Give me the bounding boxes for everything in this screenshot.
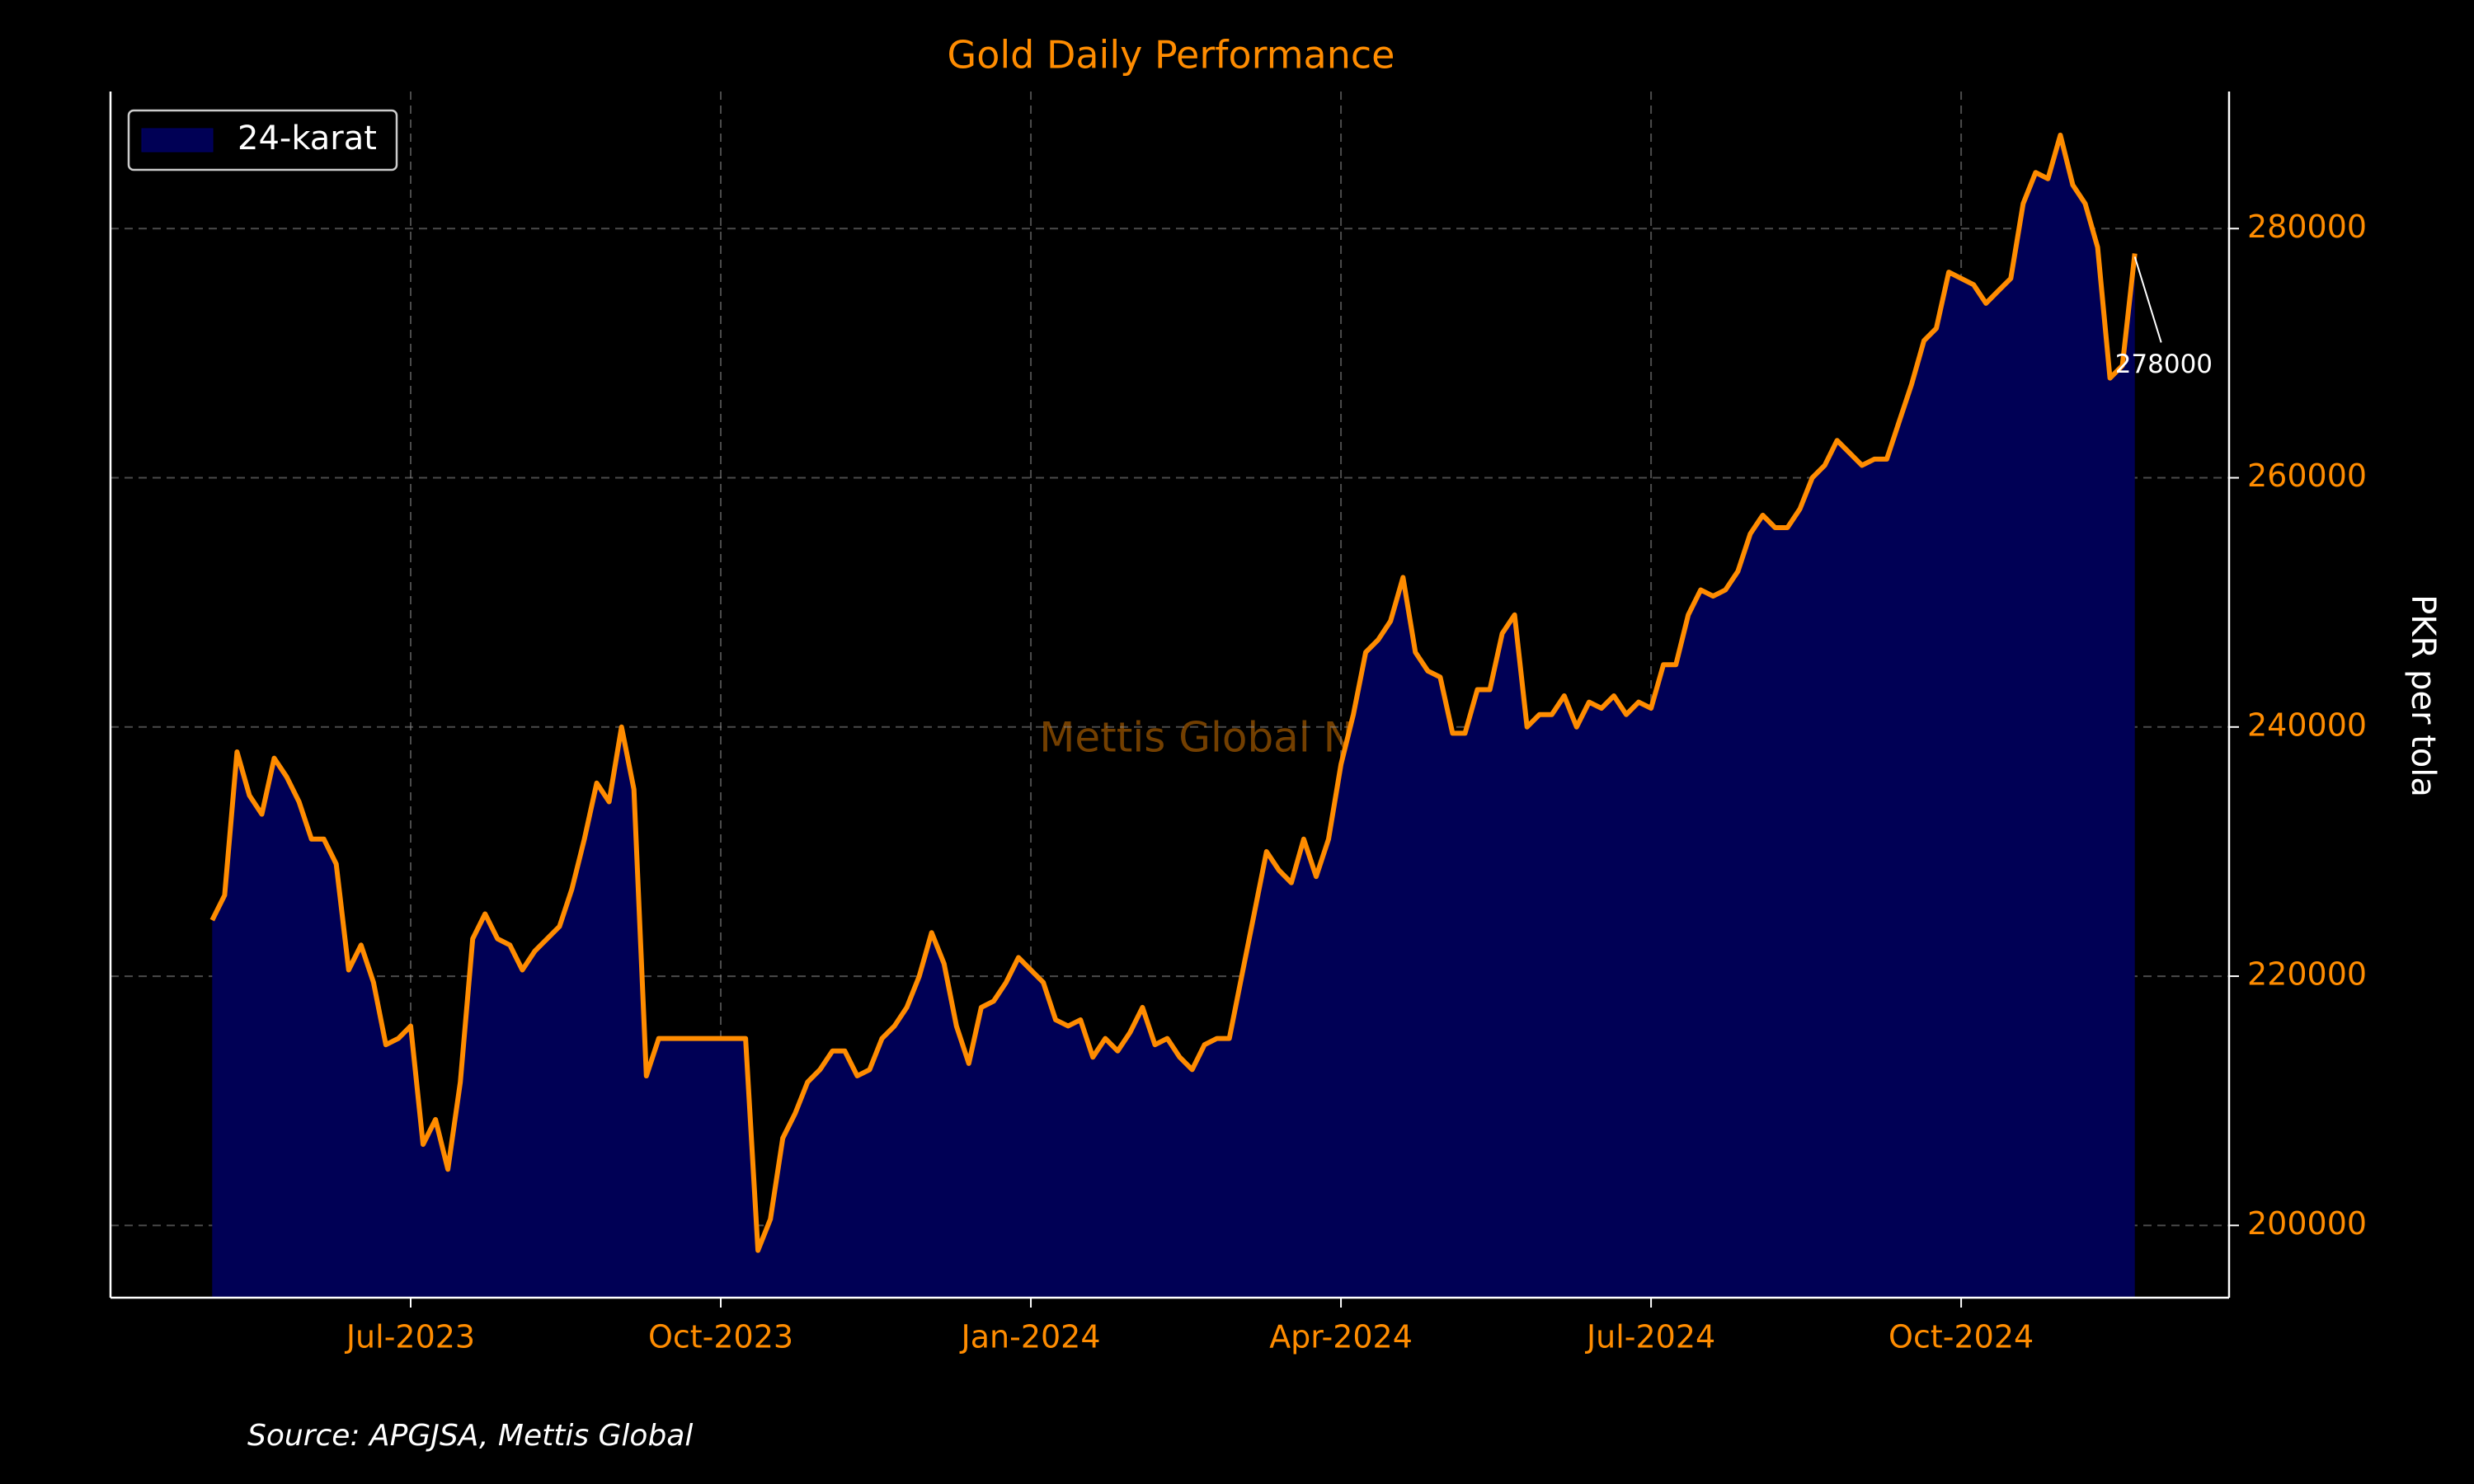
annotation: 278000 <box>2115 350 2213 379</box>
y-tick-label: 220000 <box>2247 956 2367 993</box>
x-tick-label: Oct-2024 <box>1888 1319 2034 1355</box>
x-tick-label: Oct-2023 <box>648 1319 793 1355</box>
x-tick-label: Jul-2024 <box>1585 1319 1715 1355</box>
y-tick-label: 240000 <box>2247 707 2367 743</box>
chart-title: Gold Daily Performance <box>948 33 1395 77</box>
legend-label: 24-karat <box>238 120 377 157</box>
legend-box <box>127 109 398 171</box>
x-tick-label: Jul-2023 <box>345 1319 475 1355</box>
y-tick-label: 260000 <box>2247 458 2367 494</box>
line <box>209 132 2138 1253</box>
y-tick-label: 200000 <box>2247 1205 2367 1242</box>
area <box>212 134 2135 1298</box>
legend-swatch <box>141 128 214 153</box>
y-axis-label: PKR per tola <box>2404 594 2442 797</box>
annotation-arrow <box>2133 256 2162 343</box>
x-tick-label: Jan-2024 <box>960 1319 1101 1355</box>
source-note: Source: APGJSA, Mettis Global <box>247 1419 693 1453</box>
x-tick-label: Apr-2024 <box>1269 1319 1413 1355</box>
y-tick-label: 280000 <box>2247 209 2367 245</box>
